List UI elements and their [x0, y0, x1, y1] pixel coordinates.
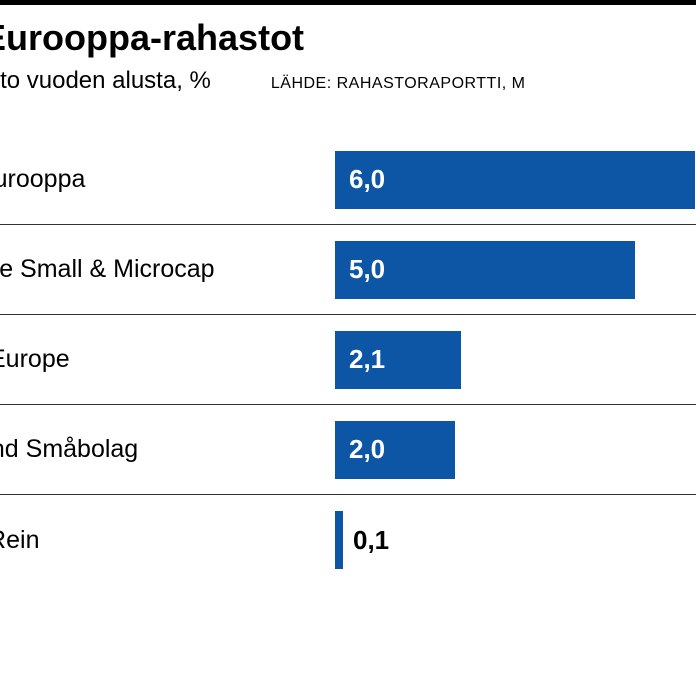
- chart-container: aat Eurooppa-rahastot 20, tuotto vuoden …: [0, 0, 696, 696]
- bar: 6,0: [335, 151, 695, 209]
- bar-value: 2,1: [349, 344, 385, 375]
- chart-title: aat Eurooppa-rahastot: [0, 17, 696, 59]
- row-label: Uusi Eurooppa: [0, 165, 85, 194]
- label-cell: Mikro Rein: [0, 526, 335, 555]
- subtitle-row: 20, tuotto vuoden alusta, % LÄHDE: RAHAS…: [0, 67, 696, 95]
- table-row: Mikro Rein 0,1: [0, 495, 696, 585]
- top-rule: [0, 0, 696, 5]
- row-label: Mikro Rein: [0, 526, 39, 555]
- bar-cell: 0,1: [335, 495, 696, 585]
- label-cell: & Gerge Small & Microcap: [0, 255, 335, 284]
- label-cell: FAST Europe: [0, 345, 335, 374]
- bar: [335, 511, 343, 569]
- row-label: FAST Europe: [0, 345, 70, 374]
- bar: 5,0: [335, 241, 635, 299]
- table-row: FAST Europe 2,1: [0, 315, 696, 405]
- table-row: Uusi Eurooppa 6,0: [0, 135, 696, 225]
- label-cell: ropafond Småbolag: [0, 435, 335, 464]
- bar-value: 6,0: [349, 164, 385, 195]
- bar-value: 2,0: [349, 434, 385, 465]
- bar-value: 0,1: [353, 525, 389, 556]
- bar-cell: 5,0: [335, 225, 696, 314]
- bar: 2,0: [335, 421, 455, 479]
- table-row: & Gerge Small & Microcap 5,0: [0, 225, 696, 315]
- bar-chart: Uusi Eurooppa 6,0 & Gerge Small & Microcap…: [0, 135, 696, 585]
- chart-source: LÄHDE: RAHASTORAPORTTI, M: [271, 75, 526, 93]
- bar-cell: 6,0: [335, 135, 696, 224]
- label-cell: Uusi Eurooppa: [0, 165, 335, 194]
- bar-cell: 2,0: [335, 405, 696, 494]
- bar: 2,1: [335, 331, 461, 389]
- bar-cell: 2,1: [335, 315, 696, 404]
- row-label: & Gerge Small & Microcap: [0, 255, 215, 284]
- row-label: ropafond Småbolag: [0, 435, 138, 464]
- bar-value: 5,0: [349, 254, 385, 285]
- table-row: ropafond Småbolag 2,0: [0, 405, 696, 495]
- chart-subtitle: 20, tuotto vuoden alusta, %: [0, 67, 211, 95]
